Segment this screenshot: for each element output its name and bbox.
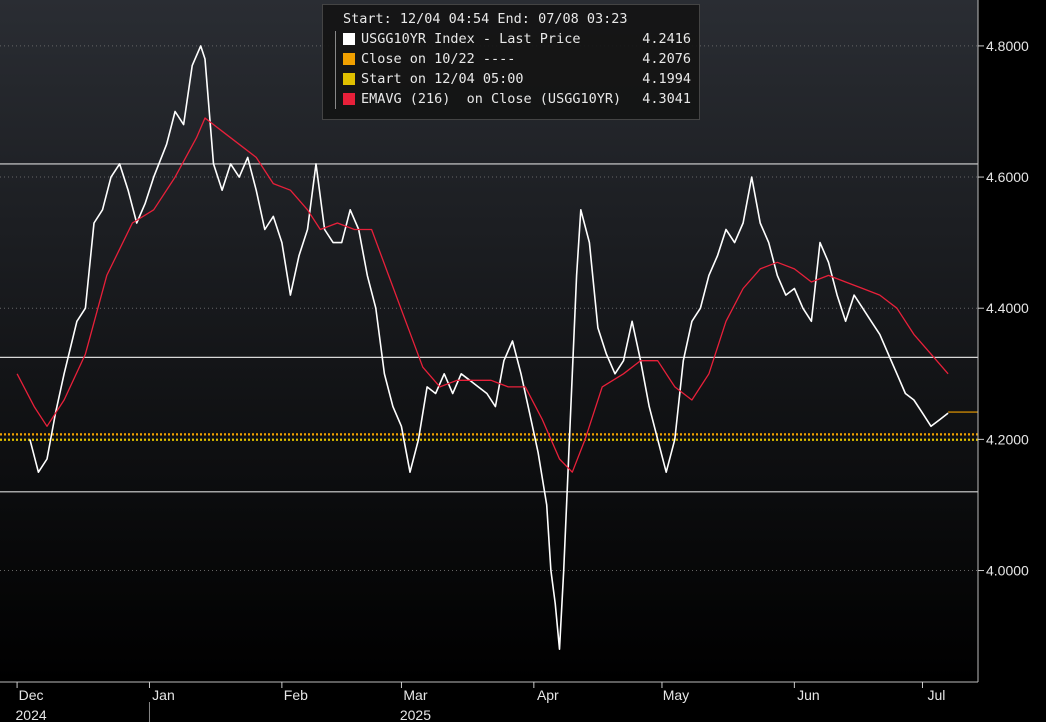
legend-swatch-last-price (343, 33, 355, 45)
x-year-label: 2025 (400, 707, 431, 722)
legend-swatch-emavg (343, 93, 355, 105)
legend-item-last-price[interactable]: USGG10YR Index - Last Price 4.2416 (343, 29, 691, 49)
legend-label: EMAVG (216) on Close (USGG10YR) (361, 91, 622, 107)
legend-value: 4.2076 (642, 51, 691, 67)
legend-header: Start: 12/04 04:54 End: 07/08 03:23 (343, 11, 628, 27)
legend-item-start-on[interactable]: Start on 12/04 05:00 4.1994 (343, 69, 691, 89)
legend-swatch-start-on (343, 73, 355, 85)
series-line-emavg (16, 117, 949, 473)
x-tick-label: May (663, 687, 689, 703)
legend-gutter-line (335, 31, 336, 109)
x-tick-label: Mar (403, 687, 427, 703)
y-tick-label: 4.2000 (986, 431, 1029, 447)
legend-value: 4.1994 (642, 71, 691, 87)
legend-value: 4.2416 (642, 31, 691, 47)
axis-background (978, 0, 1046, 722)
series-line-last-price (29, 45, 949, 651)
x-tick-label: Jan (152, 687, 175, 703)
legend-item-emavg[interactable]: EMAVG (216) on Close (USGG10YR) 4.3041 (343, 89, 691, 109)
legend-item-close-on[interactable]: Close on 10/22 ---- 4.2076 (343, 49, 691, 69)
legend-label: Close on 10/22 ---- (361, 51, 516, 67)
legend-swatch-close-on (343, 53, 355, 65)
x-year-label: 2024 (16, 707, 47, 722)
x-tick-label: Jun (797, 687, 820, 703)
legend-value: 4.3041 (642, 91, 691, 107)
y-tick-label: 4.8000 (986, 38, 1029, 54)
y-tick-label: 4.0000 (986, 563, 1029, 579)
x-tick-label: Apr (537, 687, 559, 703)
x-tick-label: Feb (284, 687, 308, 703)
x-tick-label: Jul (928, 687, 946, 703)
legend-label: Start on 12/04 05:00 (361, 71, 524, 87)
legend-box: Start: 12/04 04:54 End: 07/08 03:23 USGG… (322, 4, 700, 120)
x-tick-label: Dec (19, 687, 44, 703)
y-tick-label: 4.4000 (986, 300, 1029, 316)
y-tick-label: 4.6000 (986, 169, 1029, 185)
legend-label: USGG10YR Index - Last Price (361, 31, 581, 47)
axis-background (0, 682, 1046, 722)
